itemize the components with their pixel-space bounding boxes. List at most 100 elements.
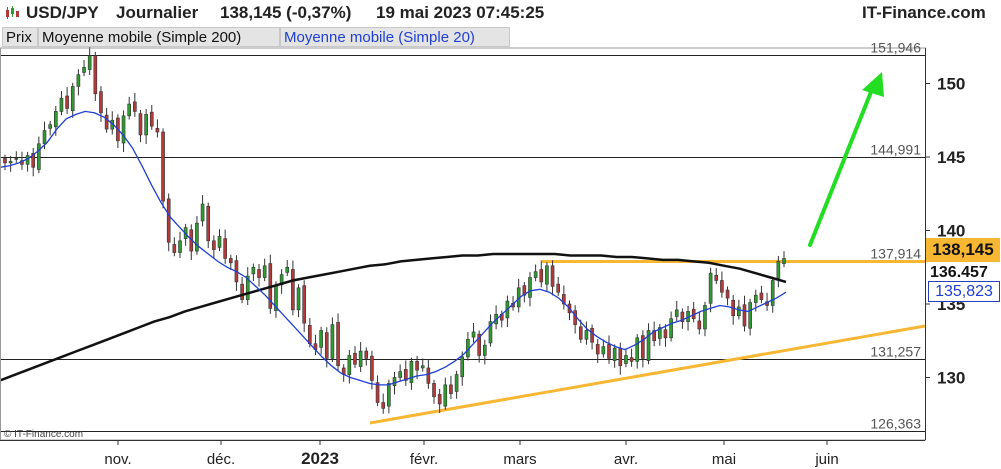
candle-body — [70, 86, 75, 111]
candle-body — [375, 382, 380, 403]
candle-body — [144, 114, 148, 136]
candle-body — [748, 302, 752, 329]
candle-body — [257, 269, 261, 278]
candle-body — [149, 111, 154, 127]
level-label: 131,257 — [870, 344, 921, 360]
plot-frame — [0, 47, 926, 441]
arrow-shaft — [808, 90, 873, 247]
candle-body — [195, 222, 199, 252]
candle-body — [612, 347, 617, 361]
candle-body — [308, 325, 312, 344]
candle-body — [539, 269, 544, 283]
candle-body — [562, 294, 566, 305]
candlesticks — [3, 46, 786, 414]
brand-label: IT-Finance.com — [862, 3, 986, 22]
datetime-label: 19 mai 2023 07:45:25 — [376, 3, 545, 22]
candle-body — [285, 266, 290, 273]
candle-body — [223, 238, 227, 259]
projection-arrow — [808, 72, 884, 247]
candle-body — [14, 158, 19, 160]
candle-body — [601, 346, 606, 355]
legend-ma200[interactable]: Moyenne mobile (Simple 200) — [38, 27, 280, 47]
candle-body — [725, 289, 730, 299]
x-tick-label: 2023 — [301, 449, 339, 468]
x-tick-label: mars — [503, 451, 536, 468]
candle-body — [59, 97, 64, 112]
chart-labels: 151,946144,991137,914131,257126,36313013… — [104, 40, 965, 469]
candle-body — [669, 318, 673, 339]
candle-body — [556, 283, 561, 293]
candle-body — [618, 347, 623, 367]
candle-body — [217, 236, 222, 248]
candle-body — [172, 244, 177, 253]
candle-body — [443, 384, 448, 407]
candle-body — [708, 272, 713, 304]
candle-body — [674, 309, 679, 317]
candle-body — [319, 330, 323, 348]
candle-body — [104, 114, 109, 130]
candle-body — [753, 294, 758, 303]
candle-body — [624, 355, 628, 364]
candle-body — [82, 67, 86, 73]
candle-body — [178, 240, 182, 253]
legend-prix[interactable]: Prix — [2, 27, 38, 47]
candle-body — [392, 377, 397, 386]
candle-body — [127, 103, 131, 117]
candle-body — [206, 205, 211, 242]
candle-body — [3, 158, 7, 164]
last-price-badge: 138,145 — [926, 238, 1000, 262]
x-tick-label: mai — [712, 451, 736, 468]
x-tick-label: févr. — [410, 451, 438, 468]
candle-body — [432, 383, 436, 397]
candle-body — [37, 143, 41, 170]
level-label: 151,946 — [870, 40, 921, 56]
candle-body — [782, 258, 786, 264]
candle-body — [240, 283, 244, 300]
candle-body — [302, 285, 306, 324]
candle-body — [533, 271, 538, 278]
candle-body — [415, 361, 419, 371]
candle-body — [449, 384, 453, 394]
ma20-value-label: 135,823 — [928, 281, 1000, 302]
y-tick-label: 140 — [937, 222, 965, 241]
candle-body — [398, 371, 402, 378]
rising-support-line — [369, 324, 926, 425]
candle-body — [550, 265, 555, 287]
candle-body — [483, 344, 487, 356]
quote-label: 138,145 (-0,37%) — [220, 3, 352, 22]
candle-body — [759, 292, 764, 300]
candle-body — [454, 374, 459, 392]
y-tick-label: 130 — [937, 369, 965, 388]
candle-body — [635, 337, 640, 362]
candle-body — [607, 344, 611, 359]
chart-type-icon[interactable] — [5, 6, 19, 20]
candle-body — [409, 361, 414, 383]
candle-body — [93, 55, 98, 95]
legend-ma20[interactable]: Moyenne mobile (Simple 20) — [280, 27, 510, 47]
support-trendlines — [369, 260, 926, 425]
candle-body — [426, 367, 431, 384]
period-label: Journalier — [116, 3, 199, 22]
candle-body — [347, 355, 352, 375]
candle-body — [364, 350, 369, 359]
candle-body — [697, 320, 702, 330]
candle-body — [99, 91, 103, 114]
candle-body — [488, 321, 493, 344]
candle-body — [155, 128, 160, 133]
arrow-head — [862, 72, 884, 97]
candle-body — [652, 330, 656, 342]
candle-body — [403, 369, 408, 381]
candle-body — [42, 130, 47, 145]
candle-body — [245, 275, 250, 300]
candle-body — [121, 115, 126, 144]
x-tick-label: déc. — [207, 451, 235, 468]
candle-body — [420, 365, 425, 369]
level-label: 137,914 — [870, 246, 921, 262]
candle-body — [8, 161, 13, 164]
y-tick-label: 145 — [937, 148, 965, 167]
level-label: 144,991 — [870, 142, 921, 158]
symbol-label: USD/JPY — [26, 3, 99, 22]
candle-body — [161, 131, 165, 202]
candle-body — [336, 322, 340, 367]
